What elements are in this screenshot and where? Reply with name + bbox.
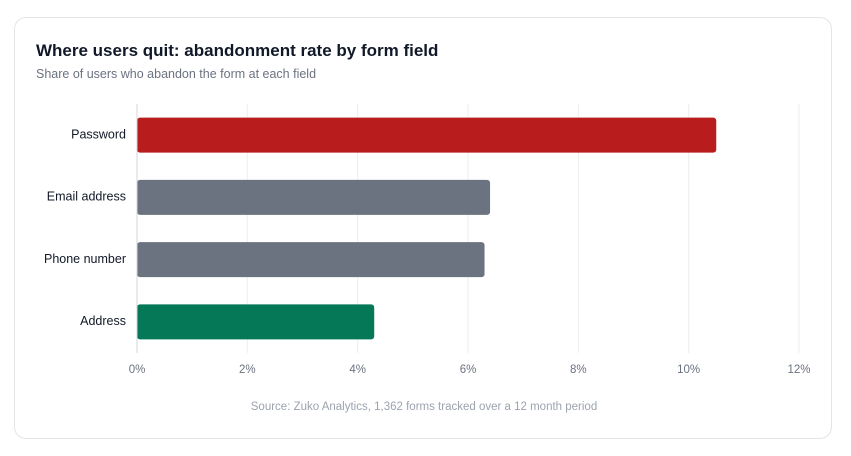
x-tick-label: 12% — [787, 364, 810, 376]
x-tick-label: 2% — [239, 364, 256, 376]
chart-source: Source: Zuko Analytics, 1,362 forms trac… — [250, 401, 598, 413]
x-tick-label: 0% — [129, 364, 146, 376]
x-tick-label: 6% — [460, 364, 477, 376]
category-label: Password — [71, 127, 126, 141]
chart-subtitle: Share of users who abandon the form at e… — [36, 67, 317, 81]
chart-card: Where users quit: abandonment rate by fo… — [14, 17, 832, 439]
bar — [137, 117, 717, 153]
x-tick-label: 10% — [677, 364, 700, 376]
x-tick-label: 8% — [570, 364, 587, 376]
bar — [137, 242, 485, 278]
bar-chart: Password Email address Phone number Address… — [44, 104, 811, 376]
x-tick-label: 4% — [349, 364, 366, 376]
chart-title: Where users quit: abandonment rate by fo… — [36, 41, 439, 60]
bar — [137, 304, 375, 340]
bar — [137, 179, 491, 215]
category-label: Phone number — [44, 252, 126, 266]
category-label: Email address — [47, 190, 126, 204]
category-label: Address — [80, 314, 126, 328]
